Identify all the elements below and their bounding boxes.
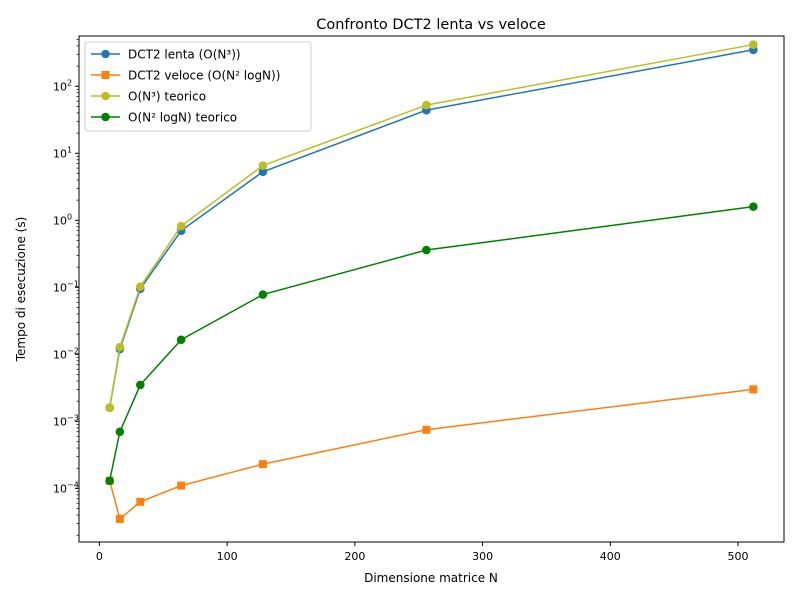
data-point xyxy=(136,282,145,291)
y-tick-label: 101 xyxy=(53,145,72,160)
y-tick-label: 10−4 xyxy=(53,480,79,495)
legend-label: O(N³) teorico xyxy=(128,90,206,104)
x-tick-label: 200 xyxy=(344,550,365,563)
series-1 xyxy=(105,385,758,523)
data-point xyxy=(136,380,145,390)
x-tick-label: 400 xyxy=(600,550,621,563)
data-point xyxy=(749,202,758,211)
data-point xyxy=(258,167,268,177)
data-point xyxy=(258,290,268,299)
series-2 xyxy=(105,40,758,412)
data-point xyxy=(176,335,186,345)
y-tick-label: 10−1 xyxy=(53,279,79,294)
data-point xyxy=(177,481,186,490)
legend-label: DCT2 veloce (O(N² logN)) xyxy=(128,69,280,83)
data-point xyxy=(115,342,125,352)
legend-box xyxy=(84,41,312,132)
legend-marker xyxy=(101,112,110,122)
x-tick-label: 0 xyxy=(96,550,103,563)
legend-marker xyxy=(101,71,110,79)
y-tick-label: 10−3 xyxy=(53,413,79,428)
y-tick-label: 102 xyxy=(53,78,72,93)
data-point xyxy=(136,497,145,506)
x-tick-label: 100 xyxy=(217,550,238,563)
data-point xyxy=(115,427,125,437)
data-point xyxy=(258,161,268,170)
x-tick-label: 300 xyxy=(472,550,493,563)
legend-marker xyxy=(101,91,110,101)
x-tick-label: 500 xyxy=(728,550,749,563)
data-point xyxy=(422,100,431,110)
data-point xyxy=(115,514,124,523)
x-axis: 0 100 200 300 400 500 xyxy=(96,542,749,563)
y-tick-label: 10−2 xyxy=(53,346,79,361)
legend-label: DCT2 lenta (O(N³)) xyxy=(128,48,241,62)
legend-label: O(N² logN) teorico xyxy=(128,111,237,125)
series-line xyxy=(108,388,754,521)
chart-title: Confronto DCT2 lenta vs veloce xyxy=(316,17,546,33)
data-point xyxy=(422,425,431,434)
y-axis-label: Tempo di esecuzione (s) xyxy=(14,217,28,363)
data-point xyxy=(749,385,758,394)
legend: DCT2 lenta (O(N³)) DCT2 veloce (O(N² logN… xyxy=(84,41,312,132)
data-point xyxy=(105,403,114,412)
y-tick-label: 100 xyxy=(53,212,72,227)
series-line xyxy=(108,205,754,481)
plot-frame xyxy=(78,35,785,543)
data-point xyxy=(176,221,186,231)
data-point xyxy=(105,476,114,486)
data-point xyxy=(258,460,267,469)
series-3 xyxy=(105,202,758,486)
x-axis-label: Dimensione matrice N xyxy=(364,571,498,585)
y-axis: 10−4 10−3 10−2 10−1 100 101 102 xyxy=(53,39,79,536)
legend-marker xyxy=(101,49,110,59)
data-point xyxy=(749,40,758,49)
data-point xyxy=(422,245,431,255)
